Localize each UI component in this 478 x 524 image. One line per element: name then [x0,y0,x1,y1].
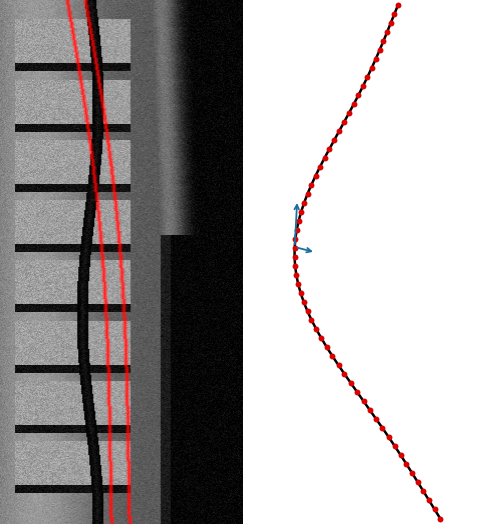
Point [330,136,338,144]
Point [304,307,311,315]
Point [295,217,303,225]
Point [363,73,371,81]
Point [313,325,320,333]
Point [368,63,376,72]
Point [379,424,386,432]
Point [317,334,325,342]
Point [323,343,331,352]
Point [307,181,315,190]
Point [293,271,300,279]
Point [291,244,299,252]
Point [335,361,342,369]
Point [347,379,355,388]
Point [291,253,298,261]
Point [316,163,324,171]
Point [431,505,438,514]
Point [355,91,362,100]
Point [372,55,380,63]
Point [391,442,398,450]
Point [294,280,302,288]
Point [376,46,383,54]
Point [373,415,380,423]
Point [360,397,368,406]
Point [391,9,398,18]
Point [402,460,410,468]
Point [414,478,422,486]
Point [292,235,299,244]
Point [353,388,361,396]
Point [385,433,392,442]
Point [359,82,367,90]
Point [436,515,444,523]
Point [328,352,336,360]
Point [409,469,416,477]
Point [335,127,343,136]
Point [300,298,307,306]
Point [420,487,427,496]
Point [326,145,333,154]
Point [340,118,348,126]
Point [383,28,391,36]
Point [304,190,311,198]
Point [291,261,299,270]
Point [300,199,308,208]
Point [297,208,305,216]
Point [341,370,348,378]
Point [350,100,358,108]
Point [312,172,319,180]
Point [308,315,315,324]
Point [321,154,328,162]
Point [297,289,304,298]
Point [380,37,387,46]
Point [397,451,404,460]
Point [394,1,402,9]
Point [387,19,394,27]
Point [293,226,301,234]
Point [345,109,353,117]
Point [425,496,433,504]
Point [366,406,374,414]
